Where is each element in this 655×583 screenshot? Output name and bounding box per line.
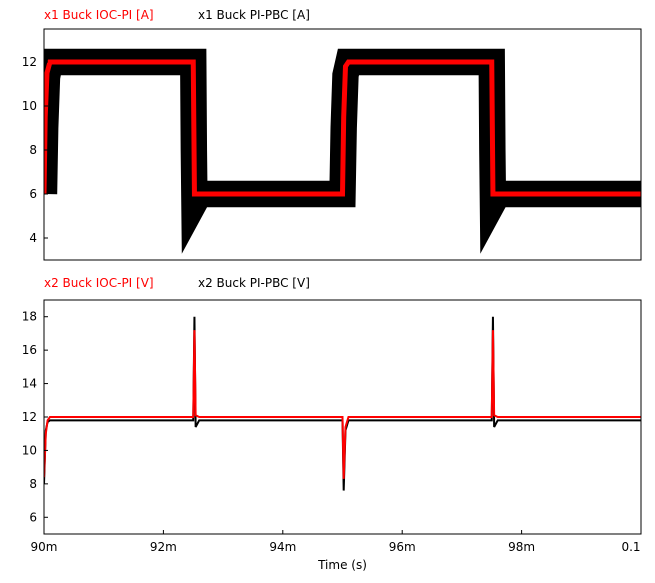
series-group-2 <box>44 316 641 491</box>
series-line-1-1 <box>44 59 641 197</box>
legend-entry-1-2: x1 Buck PI-PBC [A] <box>198 8 310 22</box>
x-axis-label: Time (s) <box>317 558 367 572</box>
series-group-1 <box>44 48 641 254</box>
legend-entry-2-1: x2 Buck IOC-PI [V] <box>44 276 154 290</box>
y-tick-label-2-1: 6 <box>29 510 37 524</box>
y-tick-label-2-4: 12 <box>22 410 37 424</box>
x-tick-label-6: 0.1 <box>621 540 640 554</box>
x-tick-label-4: 96m <box>389 540 416 554</box>
y-tick-label-2-5: 14 <box>22 377 37 391</box>
y-tick-label-1-5: 12 <box>22 55 37 69</box>
y-tick-label-2-3: 10 <box>22 443 37 457</box>
chart-panel-1: x1 Buck IOC-PI [A] x1 Buck PI-PBC [A] 4 6 8 1… <box>22 8 642 261</box>
x-tick-label-3: 94m <box>269 540 296 554</box>
plot-frame-1 <box>43 28 642 261</box>
legend-entry-1-1: x1 Buck IOC-PI [A] <box>44 8 154 22</box>
x-tick-label-2: 92m <box>150 540 177 554</box>
y-tick-label-1-2: 6 <box>29 187 37 201</box>
legend-entry-2-2: x2 Buck PI-PBC [V] <box>198 276 310 290</box>
y-tick-label-1-4: 10 <box>22 99 37 113</box>
y-tick-label-1-3: 8 <box>29 143 37 157</box>
series-line-2-1 <box>44 330 641 479</box>
chart-panel-2: x2 Buck IOC-PI [V] x2 Buck PI-PBC [V] 6 8 10… <box>22 276 642 572</box>
x-tick-label-1: 90m <box>31 540 58 554</box>
y-tick-label-2-6: 16 <box>22 343 37 357</box>
y-tick-label-2-2: 8 <box>29 477 37 491</box>
x-tick-label-5: 98m <box>508 540 535 554</box>
y-tick-label-1-1: 4 <box>29 231 37 245</box>
y-tick-label-2-7: 18 <box>22 310 37 324</box>
